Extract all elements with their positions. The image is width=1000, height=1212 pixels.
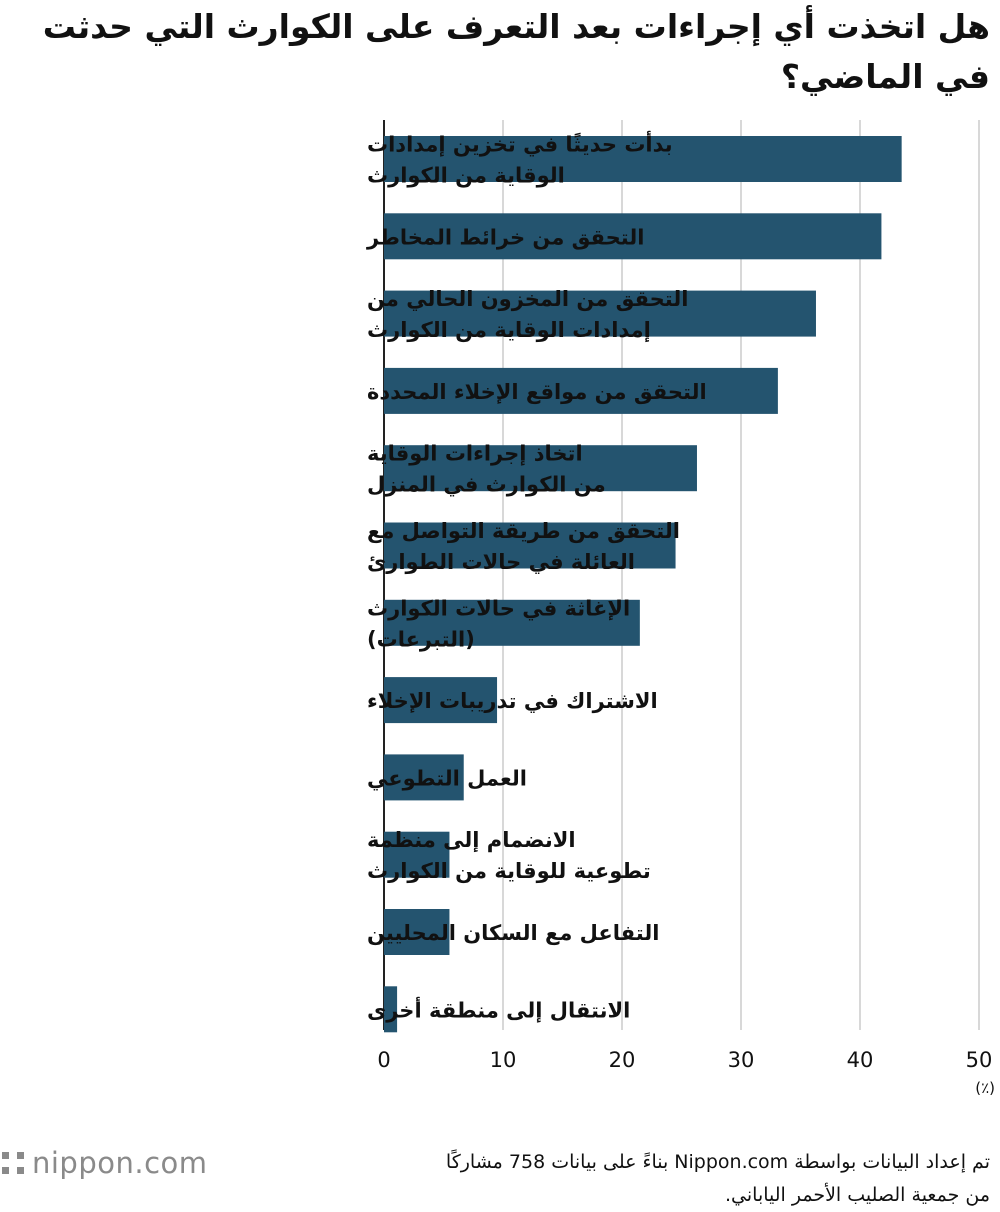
bar	[384, 290, 816, 337]
gridlines	[383, 120, 980, 1030]
bar	[384, 522, 676, 569]
x-tick-label: 10	[490, 1048, 517, 1072]
category-label: الانتقال إلى منطقة أخرى	[367, 995, 630, 1022]
category-label: العائلة في حالات الطوارئ	[367, 550, 635, 574]
x-tick-label: 40	[847, 1048, 874, 1072]
category-label: الانضمام إلى منظمة	[367, 828, 576, 852]
bar	[384, 599, 640, 646]
chart-title: هل اتخذت أي إجراءات بعد التعرف على الكوا…	[42, 7, 990, 96]
logo-text: nippon.com	[32, 1146, 208, 1180]
category-label: التحقق من المخزون الحالي من	[367, 287, 688, 311]
bar	[384, 213, 882, 260]
x-tick-label: 0	[377, 1048, 390, 1072]
category-label: (التبرعات)	[367, 627, 475, 651]
nippon-logo-icon	[2, 1152, 24, 1174]
x-axis-ticks: 0 10 20 30 40 50	[377, 1048, 992, 1072]
bar	[384, 677, 498, 724]
category-label: التحقق من خرائط المخاطر	[366, 225, 644, 249]
bar	[384, 136, 902, 182]
source-line-2: من جمعية الصليب الأحمر الياباني.	[725, 1184, 990, 1206]
bar	[384, 831, 450, 878]
category-label: التفاعل مع السكان المحليين	[367, 921, 659, 945]
category-label: إمدادات الوقاية من الكوارث	[367, 318, 651, 342]
source-note: تم إعداد البيانات بواسطة Nippon.com بناء…	[290, 1146, 990, 1212]
bar-chart: بدأت حديثًا في تخزين إمدادات الوقاية من ا…	[366, 120, 995, 1097]
category-label: التحقق من طريقة التواصل مع	[367, 519, 680, 543]
x-tick-label: 50	[966, 1048, 993, 1072]
x-axis-unit: (٪)	[975, 1079, 995, 1097]
category-label: العمل التطوعي	[367, 766, 527, 790]
x-tick-label: 30	[728, 1048, 755, 1072]
category-label: تطوعية للوقاية من الكوارث	[367, 859, 651, 883]
x-tick-label: 20	[609, 1048, 636, 1072]
category-label: الوقاية من الكوارث	[367, 164, 565, 188]
category-label: الاشتراك في تدريبات الإخلاء	[367, 689, 658, 713]
category-label: من الكوارث في المنزل	[367, 473, 606, 497]
bar	[384, 909, 450, 955]
bar	[384, 986, 398, 1033]
category-label: الإغاثة في حالات الكوارث	[367, 596, 630, 620]
bar	[384, 445, 697, 492]
bar	[384, 367, 778, 414]
category-label: بدأت حديثًا في تخزين إمدادات	[367, 130, 673, 157]
category-label: التحقق من مواقع الإخلاء المحددة	[367, 380, 707, 404]
category-labels: بدأت حديثًا في تخزين إمدادات الوقاية من ا…	[366, 130, 707, 1023]
category-label: اتخاذ إجراءات الوقاية	[367, 442, 583, 466]
bars	[384, 136, 902, 1033]
bar	[384, 754, 464, 801]
nippon-logo: nippon.com	[2, 1146, 208, 1180]
source-line-1: تم إعداد البيانات بواسطة Nippon.com بناء…	[445, 1151, 990, 1173]
